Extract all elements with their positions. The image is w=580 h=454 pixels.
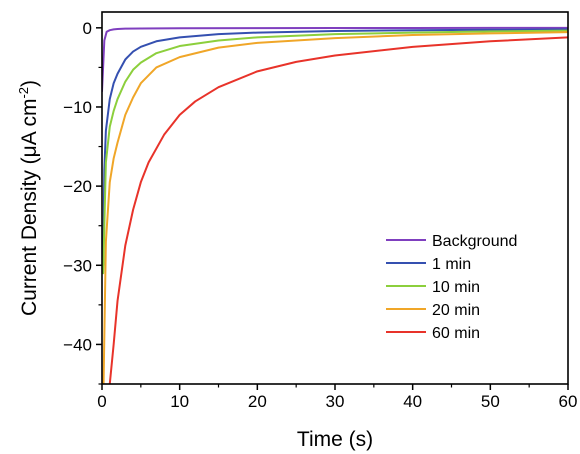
series-line-3 xyxy=(102,31,568,384)
series-line-4 xyxy=(108,36,568,384)
y-tick-label: −30 xyxy=(63,256,92,275)
x-tick-label: 20 xyxy=(248,392,267,411)
y-axis-title: Current Density (μA cm-2) xyxy=(16,80,41,316)
x-tick-label: 50 xyxy=(481,392,500,411)
series-line-0 xyxy=(102,26,568,93)
series-line-1 xyxy=(102,28,568,267)
x-tick-label: 30 xyxy=(326,392,345,411)
axis-ticks: 0 10 20 30 40 50 60 0 −10 −20 −30 −40 xyxy=(63,19,577,411)
plot-frame xyxy=(101,11,569,385)
legend: Background 1 min 10 min 20 min 60 min xyxy=(386,233,517,342)
y-tick-label: −20 xyxy=(63,177,92,196)
x-tick-label: 10 xyxy=(170,392,189,411)
x-tick-label: 60 xyxy=(559,392,578,411)
legend-label: 60 min xyxy=(432,325,480,342)
series-lines xyxy=(102,26,568,384)
x-tick-label: 0 xyxy=(97,392,106,411)
y-tick-label: −40 xyxy=(63,335,92,354)
series-line-2 xyxy=(102,29,568,275)
y-tick-label: −10 xyxy=(63,98,92,117)
legend-label: Background xyxy=(432,233,517,250)
x-axis-title: Time (s) xyxy=(297,428,373,451)
y-tick-label: 0 xyxy=(83,19,92,38)
legend-label: 20 min xyxy=(432,302,480,319)
legend-label: 10 min xyxy=(432,279,480,296)
x-tick-label: 40 xyxy=(403,392,422,411)
legend-label: 1 min xyxy=(432,256,471,273)
